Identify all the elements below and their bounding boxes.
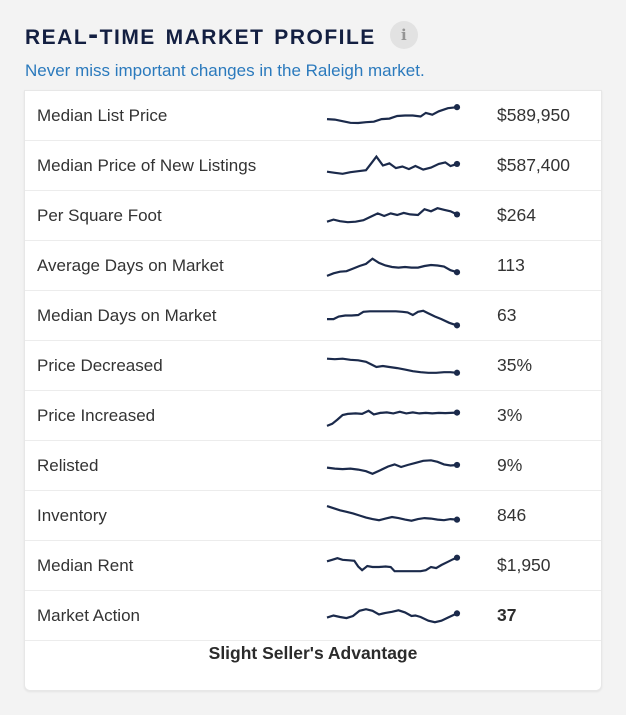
sparkline-endpoint-dot (453, 554, 461, 561)
market-action-summary: Slight Seller's Advantage (25, 641, 601, 690)
metric-value: $589,950 (497, 105, 570, 125)
table-row[interactable]: Median Days on Market 63 (25, 291, 601, 341)
sparkline-chart (326, 154, 461, 175)
info-icon[interactable]: i (389, 21, 418, 49)
sparkline-endpoint-dot (453, 609, 461, 616)
table-row[interactable]: Relisted 9% (25, 441, 601, 491)
table-row[interactable]: Median Rent $1,950 (25, 541, 601, 591)
sparkline-chart (326, 103, 461, 124)
sparkline-chart (326, 504, 461, 523)
table-row[interactable]: Average Days on Market 113 (25, 241, 601, 291)
sparkline-chart (327, 309, 461, 328)
table-row[interactable]: Per Square Foot $264 (25, 191, 601, 241)
sparkline-chart (326, 409, 461, 427)
sparkline-endpoint-dot (453, 321, 461, 328)
metric-value: 35% (497, 355, 533, 375)
sparkline-chart (326, 554, 461, 572)
sparkline-endpoint-dot (453, 409, 461, 416)
sparkline-chart (326, 357, 461, 376)
metric-label: Median List Price (37, 105, 168, 125)
metric-value: $1,950 (497, 555, 551, 575)
metric-value: 3% (497, 405, 523, 425)
metric-value: 846 (497, 505, 527, 525)
sparkline-endpoint-dot (453, 103, 461, 110)
table-row[interactable]: Price Increased 3% (25, 391, 601, 441)
metric-label: Inventory (37, 505, 107, 525)
page-title: Real-Time Market Profile (25, 18, 376, 51)
info-icon-glyph: i (400, 26, 407, 44)
metric-value: 37 (497, 605, 517, 625)
sparkline-endpoint-dot (453, 516, 461, 523)
market-profile-table: Median List Price $589,950 Median Price of… (24, 90, 602, 691)
sparkline-endpoint-dot (453, 268, 461, 275)
metric-label: Price Decreased (37, 355, 163, 375)
table-row[interactable]: Market Action 37 (25, 591, 601, 641)
sparkline-endpoint-dot (453, 461, 461, 468)
table-row[interactable]: Price Decreased 35% (25, 341, 601, 391)
table-row[interactable]: Inventory 846 (25, 491, 601, 541)
metric-value: 9% (497, 455, 523, 475)
sparkline-endpoint-dot (453, 210, 461, 218)
sparkline-chart (326, 607, 461, 623)
metric-value: $264 (497, 205, 536, 225)
sparkline-chart (326, 206, 461, 223)
metric-label: Per Square Foot (37, 205, 162, 225)
metric-label: Median Price of New Listings (37, 155, 257, 175)
metric-label: Median Rent (37, 555, 134, 575)
metric-label: Average Days on Market (37, 255, 224, 275)
metric-label: Market Action (37, 605, 140, 625)
subtitle-link[interactable]: Never miss important changes in the Rale… (25, 61, 425, 80)
metric-label: Relisted (37, 455, 99, 475)
sparkline-endpoint-dot (453, 369, 461, 376)
sparkline-chart (326, 256, 461, 277)
widget-header: Real-Time Market Profile i Never miss im… (0, 0, 626, 81)
metric-label: Price Increased (37, 405, 156, 425)
metric-value: 63 (497, 305, 517, 325)
table-row[interactable]: Median List Price $589,950 (25, 91, 601, 141)
metric-label: Median Days on Market (37, 305, 217, 325)
sparkline-endpoint-dot (453, 160, 461, 167)
table-row[interactable]: Median Price of New Listings $587,400 (25, 141, 601, 191)
metric-value: $587,400 (497, 155, 570, 175)
metric-value: 113 (497, 255, 525, 275)
sparkline-chart (326, 458, 461, 475)
